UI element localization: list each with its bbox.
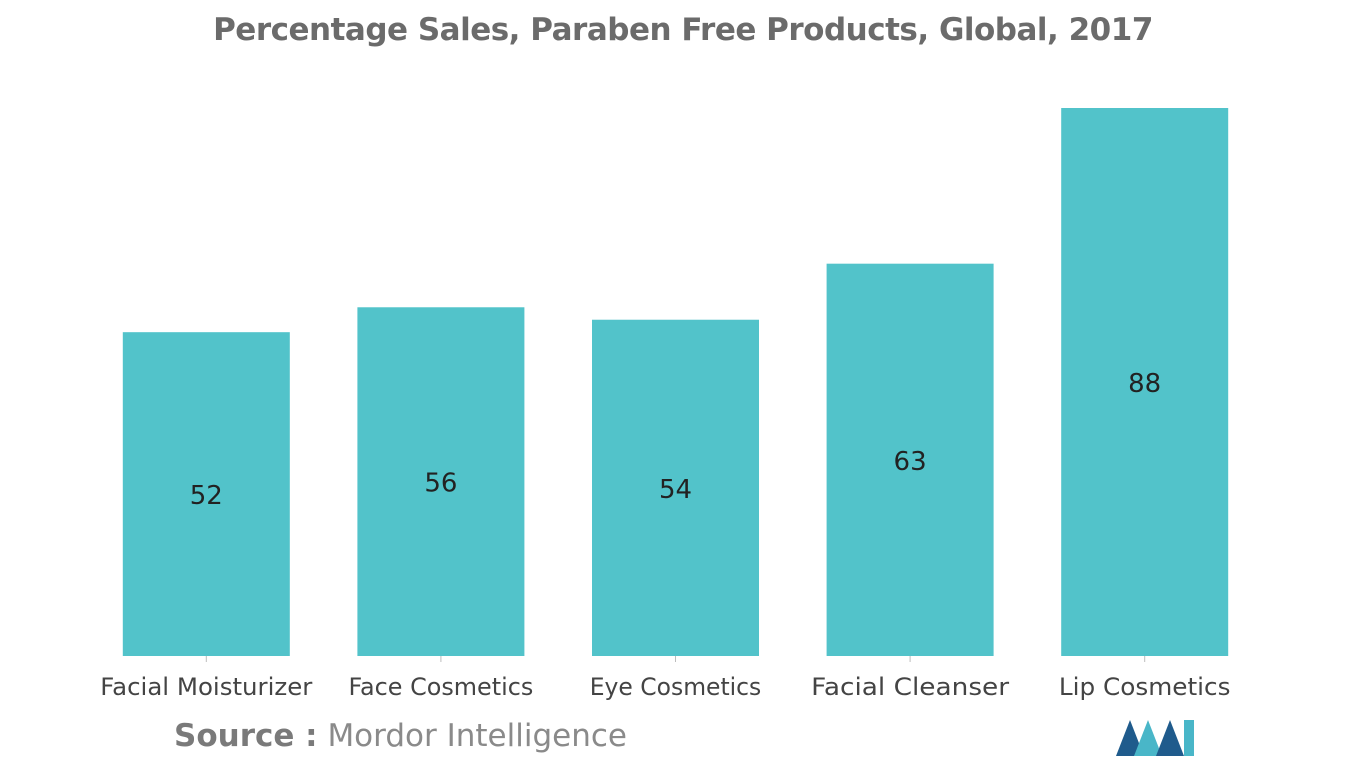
chart-title: Percentage Sales, Paraben Free Products,… (213, 12, 1153, 48)
data-label: 54 (659, 475, 692, 505)
source-name: Mordor Intelligence (327, 718, 627, 754)
x-tick-label: Facial Moisturizer (100, 673, 312, 701)
bar-chart: 52 Facial Moisturizer 56 Face Cosmetics 54 Ey… (100, 108, 1231, 701)
data-label: 56 (424, 469, 457, 499)
x-tick-label: Lip Cosmetics (1059, 673, 1231, 701)
source-label: Source : (174, 718, 318, 754)
data-label: 52 (190, 481, 223, 511)
mordor-intelligence-logo-icon (1116, 720, 1194, 756)
data-label: 88 (1128, 369, 1161, 399)
x-tick-label: Eye Cosmetics (590, 673, 762, 701)
source-text: Source : Mordor Intelligence (174, 718, 627, 754)
x-tick-label: Face Cosmetics (349, 673, 534, 701)
data-label: 63 (894, 447, 927, 477)
bar-face-cosmetics (357, 307, 525, 656)
bar-lip-cosmetics (1061, 108, 1229, 656)
bar-facial-cleanser (826, 263, 994, 656)
bar-eye-cosmetics (592, 319, 759, 656)
x-tick-label: Facial Cleanser (811, 673, 1009, 701)
bar-facial-moisturizer (122, 332, 290, 656)
